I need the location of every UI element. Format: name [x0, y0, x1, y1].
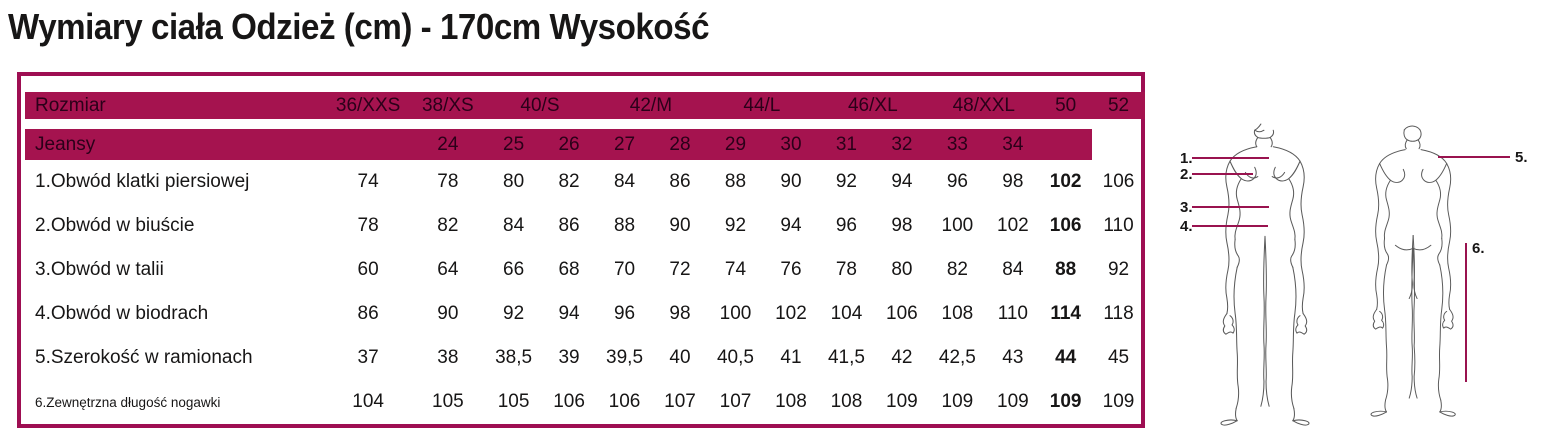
svg-text:3.: 3.: [1180, 199, 1193, 216]
svg-text:4.: 4.: [1180, 218, 1193, 235]
svg-text:5.: 5.: [1515, 149, 1528, 166]
svg-text:2.: 2.: [1180, 166, 1193, 183]
svg-text:1.: 1.: [1180, 150, 1193, 167]
svg-text:6.: 6.: [1472, 240, 1485, 257]
